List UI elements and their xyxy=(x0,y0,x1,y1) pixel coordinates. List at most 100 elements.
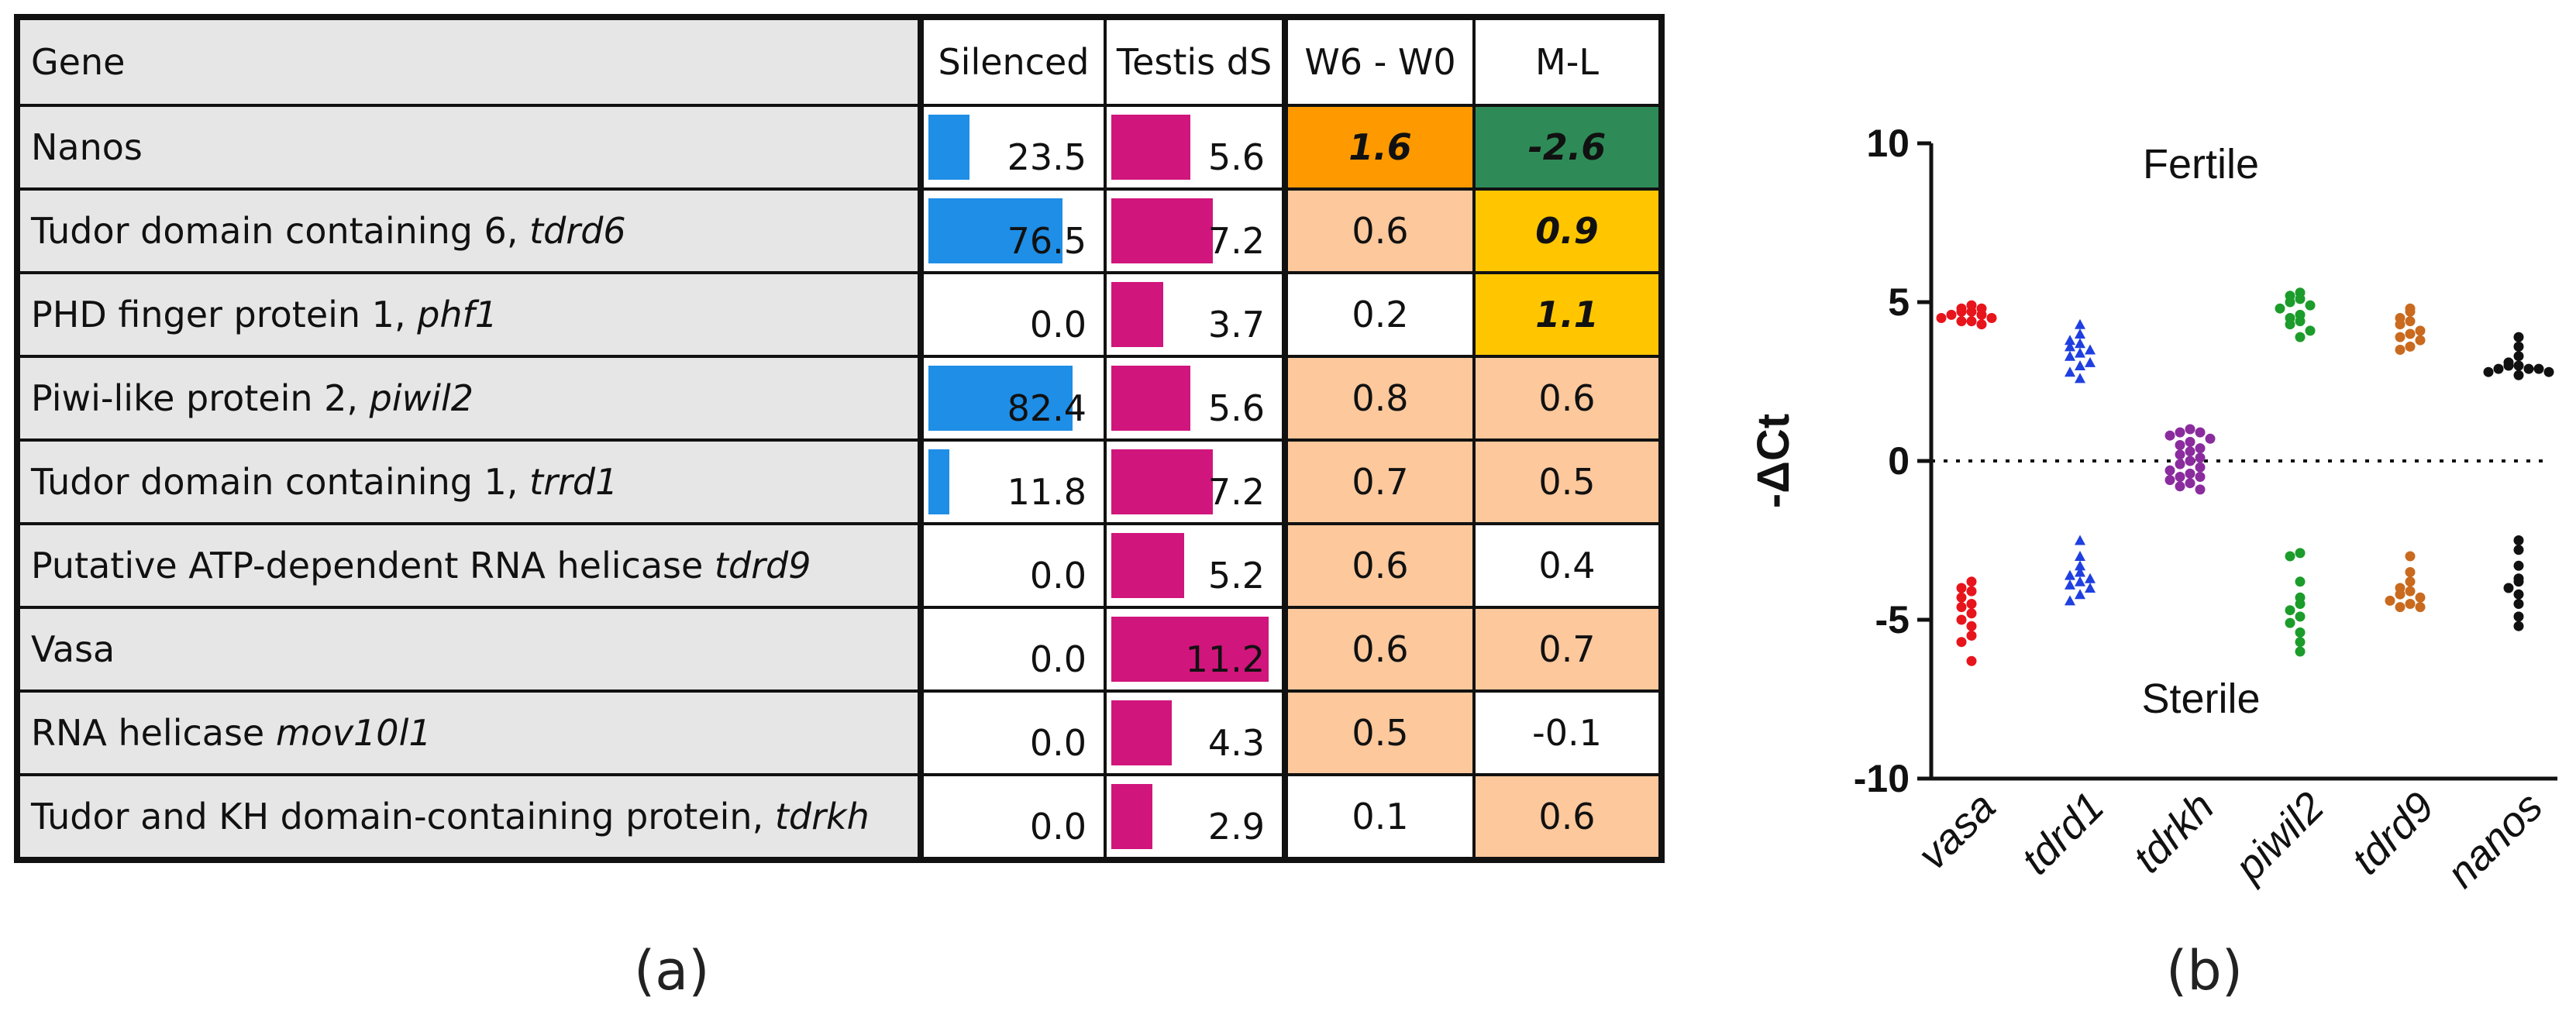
data-point-vasa xyxy=(1946,309,1957,320)
x-category-label: tdrd9 xyxy=(2343,783,2443,883)
data-point-tdrd9 xyxy=(2395,345,2406,355)
data-point-nanos xyxy=(2513,589,2524,600)
data-point-nanos xyxy=(2503,360,2514,371)
m-l-value: 0.7 xyxy=(1538,628,1596,670)
m-l-cell: 1.1 xyxy=(1472,271,1663,358)
w6-w0-cell: 0.6 xyxy=(1283,522,1476,609)
testis-ds-value: 11.2 xyxy=(1185,638,1265,680)
data-point-tdrd1 xyxy=(2075,551,2085,561)
data-point-piwil2 xyxy=(2295,294,2306,304)
w6-w0-value: 0.7 xyxy=(1352,461,1409,503)
w6-w0-value: 0.5 xyxy=(1352,712,1409,754)
data-point-nanos xyxy=(2513,370,2524,380)
x-category-label: vasa xyxy=(1909,783,2004,879)
data-point-piwil2 xyxy=(2285,617,2295,628)
data-point-tdrd9 xyxy=(2385,595,2395,606)
testis-ds-value: 7.2 xyxy=(1207,471,1265,513)
data-point-vasa xyxy=(1966,576,1977,587)
data-point-vasa xyxy=(1976,309,1987,320)
silenced-value: 82.4 xyxy=(1007,387,1087,429)
testis-ds-cell: 2.9 xyxy=(1104,773,1288,861)
data-point-tdrkh xyxy=(2175,440,2185,450)
data-point-tdrkh xyxy=(2185,436,2195,447)
table-row: Tudor domain containing 1, trrd1 11.8 7.2 0… xyxy=(15,438,1663,525)
data-point-nanos xyxy=(2533,363,2544,374)
w6-w0-value: 0.6 xyxy=(1352,545,1409,586)
gene-name-cell: Putative ATP-dependent RNA helicase tdrd… xyxy=(15,522,924,609)
w6-w0-value: 1.6 xyxy=(1348,126,1412,168)
data-point-vasa xyxy=(1956,316,1967,327)
m-l-value: 0.6 xyxy=(1538,796,1596,837)
testis-ds-value: 5.2 xyxy=(1207,555,1265,597)
data-point-tdrkh xyxy=(2175,472,2185,482)
data-point-tdrd1 xyxy=(2075,347,2085,358)
gene-table: Gene Silenced Testis dS W6 - W0 M-L Nano… xyxy=(14,14,1665,863)
data-point-piwil2 xyxy=(2295,611,2306,622)
data-point-piwil2 xyxy=(2295,627,2306,638)
data-point-nanos xyxy=(2513,341,2524,352)
m-l-cell: 0.7 xyxy=(1472,606,1663,693)
data-point-vasa xyxy=(1956,637,1967,648)
data-point-tdrkh xyxy=(2185,424,2195,435)
data-point-vasa xyxy=(1956,592,1967,603)
gene-name: Tudor and KH domain-containing protein, xyxy=(31,796,775,837)
silenced-value: 0.0 xyxy=(1029,722,1087,764)
w6-w0-cell: 0.1 xyxy=(1283,773,1476,861)
data-point-tdrkh xyxy=(2175,427,2185,438)
testis-ds-value: 2.9 xyxy=(1207,806,1265,848)
data-point-tdrd1 xyxy=(2075,560,2085,571)
silenced-value: 76.5 xyxy=(1007,220,1087,262)
data-point-nanos xyxy=(2513,621,2524,631)
data-point-tdrd1 xyxy=(2075,566,2085,577)
annotation-fertile: Fertile xyxy=(2143,141,2259,187)
data-point-piwil2 xyxy=(2275,303,2285,314)
table-row: Nanos 23.5 5.6 1.6 -2.6 xyxy=(15,104,1663,191)
data-point-nanos xyxy=(2523,363,2534,374)
table-row: Putative ATP-dependent RNA helicase tdrd… xyxy=(15,522,1663,609)
data-point-vasa xyxy=(1966,631,1977,641)
gene-name-cell: Tudor domain containing 6, tdrd6 xyxy=(15,187,924,274)
gene-name: Vasa xyxy=(31,628,115,670)
data-point-piwil2 xyxy=(2295,548,2306,559)
testis-ds-bar xyxy=(1111,366,1190,431)
w6-w0-value: 0.6 xyxy=(1352,210,1409,252)
gene-name-cell: Tudor domain containing 1, trrd1 xyxy=(15,438,924,525)
data-point-piwil2 xyxy=(2295,637,2306,648)
data-point-piwil2 xyxy=(2295,599,2306,609)
data-point-nanos xyxy=(2513,332,2524,342)
m-l-value: 0.9 xyxy=(1535,210,1599,252)
data-point-tdrd9 xyxy=(2405,599,2416,609)
panel-label-b: (b) xyxy=(2166,939,2244,1002)
m-l-cell: 0.4 xyxy=(1472,522,1663,609)
data-point-tdrkh xyxy=(2164,430,2175,441)
gene-name-cell: RNA helicase mov10l1 xyxy=(15,689,924,776)
data-point-piwil2 xyxy=(2295,576,2306,587)
testis-ds-bar xyxy=(1111,282,1163,347)
testis-ds-bar xyxy=(1111,617,1269,682)
panel-label-a: (a) xyxy=(634,939,710,1002)
data-point-tdrkh xyxy=(2195,484,2206,495)
gene-name: PHD finger protein 1, xyxy=(31,294,418,335)
data-point-piwil2 xyxy=(2305,300,2316,311)
data-point-vasa xyxy=(1956,583,1967,593)
data-point-tdrd1 xyxy=(2065,595,2075,606)
data-point-tdrd1 xyxy=(2065,366,2075,377)
header-silenced: Silenced xyxy=(919,15,1107,107)
m-l-value: 0.6 xyxy=(1538,377,1596,419)
y-tick-label: 5 xyxy=(1888,280,1910,324)
data-point-tdrkh xyxy=(2185,478,2195,489)
header-gene: Gene xyxy=(15,15,924,107)
w6-w0-cell: 0.8 xyxy=(1283,355,1476,442)
data-point-tdrd9 xyxy=(2415,592,2426,603)
data-point-nanos xyxy=(2503,583,2514,593)
data-point-tdrd1 xyxy=(2065,579,2075,590)
gene-symbol: tdrkh xyxy=(774,796,870,837)
data-point-tdrd1 xyxy=(2065,335,2075,346)
header-m-l: M-L xyxy=(1472,15,1663,107)
data-point-tdrkh xyxy=(2185,468,2195,479)
data-point-tdrkh xyxy=(2195,452,2206,463)
data-point-tdrd1 xyxy=(2075,318,2085,329)
data-point-vasa xyxy=(1956,602,1967,613)
gene-name-cell: Piwi-like protein 2, piwil2 xyxy=(15,355,924,442)
